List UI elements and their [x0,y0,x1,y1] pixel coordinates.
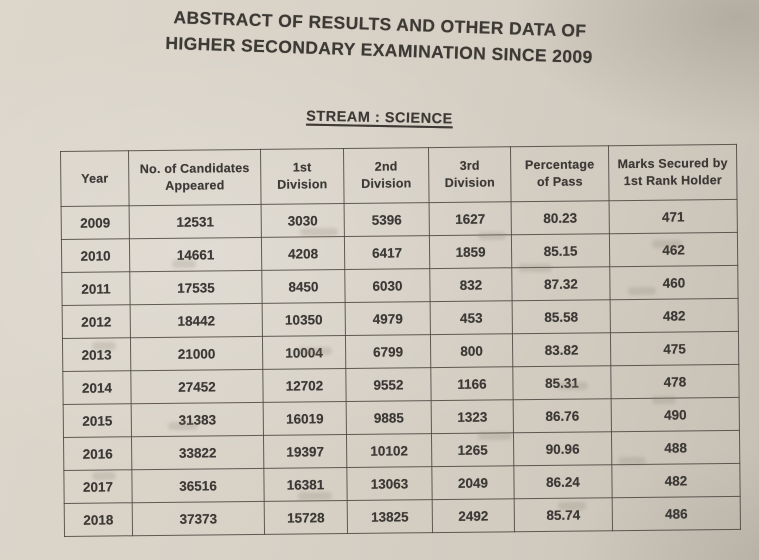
data-cell: 490 [611,397,740,432]
data-cell: 800 [430,333,513,368]
bleed-through-artifact [478,432,512,440]
data-cell: 486 [612,496,741,531]
data-cell: 18442 [130,303,263,338]
data-cell: 5396 [344,202,430,237]
data-cell: 6417 [344,235,430,270]
data-cell: 13825 [347,499,433,534]
year-cell: 2018 [64,502,133,537]
data-cell: 8450 [261,269,346,304]
document-title: ABSTRACT OF RESULTS AND OTHER DATA OF HI… [0,0,759,76]
table-header-row: Year No. of Candidates Appeared 1st Divisi… [60,144,738,207]
data-cell: 17535 [129,270,263,305]
column-header: 3rd Division [428,146,512,203]
data-cell: 10350 [262,302,346,337]
data-cell: 2049 [431,465,515,500]
bleed-through-artifact [652,240,682,248]
bleed-through-artifact [300,228,338,236]
data-cell: 12531 [129,204,262,239]
year-cell: 2012 [62,304,131,339]
stream-heading-text: STREAM : SCIENCE [306,108,453,128]
data-cell: 85.58 [512,299,611,334]
data-cell: 1627 [429,201,512,236]
data-cell: 80.23 [511,200,610,235]
column-header: 1st Division [260,148,345,205]
data-cell: 453 [430,300,513,335]
year-cell: 2010 [61,238,130,273]
column-header: No. of Candidates Appeared [128,149,262,206]
bleed-through-artifact [558,382,588,390]
data-cell: 13063 [346,466,433,501]
stream-heading: STREAM : SCIENCE [0,103,759,134]
bleed-through-artifact [168,422,198,430]
bleed-through-artifact [618,457,646,465]
data-cell: 1166 [430,366,514,401]
data-cell: 6030 [344,268,431,303]
data-cell: 37373 [132,501,265,536]
data-cell: 19397 [263,434,347,469]
data-cell: 12702 [262,368,347,403]
bleed-through-artifact [518,264,552,272]
year-cell: 2009 [61,205,130,240]
data-cell: 15728 [264,500,348,535]
bleed-through-artifact [298,492,332,500]
data-cell: 36516 [131,468,265,503]
table-row: 2018 37373 15728 13825 2492 85.74 486 [64,496,741,537]
data-cell: 27452 [130,369,264,404]
data-cell: 462 [609,232,738,267]
data-cell: 2492 [432,498,515,533]
bleed-through-artifact [558,502,586,510]
bleed-through-artifact [298,347,332,355]
bleed-through-artifact [651,395,677,405]
data-cell: 9552 [345,367,432,402]
data-cell: 86.24 [513,464,613,499]
year-cell: 2011 [61,271,131,306]
data-cell: 482 [611,463,741,498]
data-cell: 6799 [345,334,431,369]
data-cell: 10102 [346,433,432,468]
year-cell: 2014 [62,370,132,405]
year-cell: 2016 [63,436,132,471]
data-cell: 31383 [131,402,264,437]
data-cell: 33822 [131,435,264,470]
data-cell: 4208 [261,236,345,271]
data-cell: 4979 [345,301,431,336]
data-cell: 21000 [130,336,263,371]
bleed-through-artifact [172,260,196,268]
column-header: Year [60,150,130,207]
bleed-through-artifact [92,342,116,350]
data-cell: 471 [609,199,738,234]
data-cell: 83.82 [512,332,611,367]
data-cell: 475 [610,331,739,366]
data-cell: 832 [429,267,513,302]
data-cell: 482 [610,298,739,333]
bleed-through-artifact [477,231,507,241]
column-header: 2nd Division [343,147,430,204]
data-cell: 1323 [431,399,514,434]
results-table: Year No. of Candidates Appeared 1st Divisi… [60,144,741,537]
data-cell: 90.96 [513,431,612,466]
results-table-container: Year No. of Candidates Appeared 1st Divisi… [60,144,741,537]
data-cell: 9885 [346,400,432,435]
bleed-through-artifact [627,286,657,296]
column-header: Marks Secured by 1st Rank Holder [608,144,738,201]
column-header: Percentage of Pass [510,145,610,202]
data-cell: 85.15 [511,233,610,268]
year-cell: 2015 [63,403,132,438]
data-cell: 478 [610,364,740,399]
data-cell: 86.76 [513,398,612,433]
data-cell: 16019 [263,401,347,436]
bleed-through-artifact [91,471,117,481]
data-cell: 14661 [129,237,262,272]
